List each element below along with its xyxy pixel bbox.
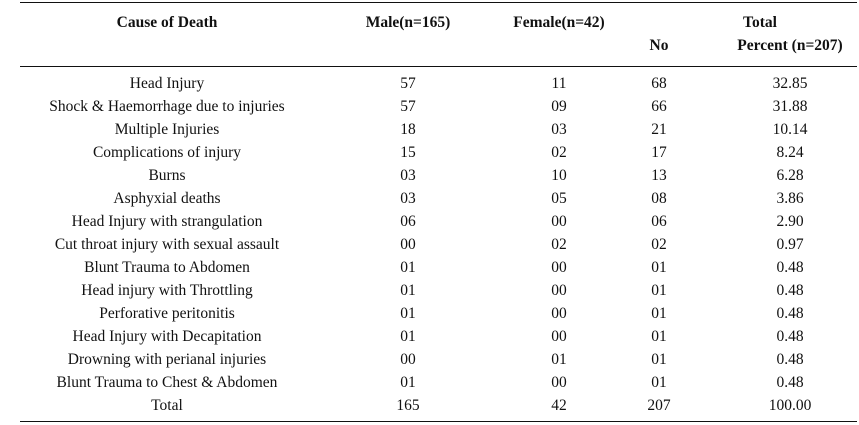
table-header-rule (20, 66, 857, 67)
table-row: Blunt Trauma to Chest & Abdomen 01 00 01 0.4… (20, 374, 857, 397)
cell-cause: Blunt Trauma to Abdomen (84, 259, 250, 276)
cell-percent: 10.14 (772, 121, 808, 138)
cell-cause: Drowning with perianal injuries (67, 351, 267, 368)
table-row: Drowning with perianal injuries 00 01 01 0.4… (20, 351, 857, 374)
cell-total-no: 01 (651, 374, 667, 391)
cell-male: 03 (400, 167, 416, 184)
cell-total-no: 66 (651, 98, 667, 115)
cell-cause: Burns (148, 167, 186, 184)
cell-male: 01 (400, 328, 416, 345)
header-total: Total (743, 14, 777, 31)
cell-female: 11 (551, 75, 567, 92)
header-cause: Cause of Death (116, 14, 218, 31)
cell-male: 01 (400, 259, 416, 276)
cell-total-no: 01 (651, 282, 667, 299)
cell-percent: 8.24 (776, 144, 804, 161)
cell-total-no: 08 (651, 190, 667, 207)
cell-total-no: 01 (651, 259, 667, 276)
cell-percent: 0.97 (776, 236, 804, 253)
cell-female: 00 (551, 259, 567, 276)
cell-cause: Perforative peritonitis (99, 305, 235, 322)
cell-total-no: 21 (651, 121, 667, 138)
cell-female: 42 (551, 397, 567, 414)
cell-percent: 0.48 (776, 282, 804, 299)
cell-male: 03 (400, 190, 416, 207)
cell-percent: 0.48 (776, 374, 804, 391)
table-top-rule (20, 2, 857, 3)
table-row: Perforative peritonitis 01 00 01 0.48 (20, 305, 857, 328)
cell-female: 00 (551, 374, 567, 391)
cell-male: 18 (400, 121, 416, 138)
cell-female: 03 (551, 121, 567, 138)
cell-male: 57 (400, 75, 416, 92)
header-female: Female(n=42) (513, 14, 605, 31)
cell-percent: 0.48 (776, 259, 804, 276)
cell-cause: Shock & Haemorrhage due to injuries (49, 98, 285, 115)
cell-cause: Complications of injury (92, 144, 242, 161)
table-row: Complications of injury 15 02 17 8.24 (20, 144, 857, 167)
table-row: Blunt Trauma to Abdomen 01 00 01 0.48 (20, 259, 857, 282)
header-male: Male(n=165) (365, 14, 451, 31)
table-row: Head injury with Throttling 01 00 01 0.48 (20, 282, 857, 305)
cell-percent: 6.28 (776, 167, 804, 184)
cell-female: 02 (551, 144, 567, 161)
cell-female: 00 (551, 282, 567, 299)
cell-percent: 32.85 (772, 75, 808, 92)
cell-female: 00 (551, 328, 567, 345)
table-row: Shock & Haemorrhage due to injuries 57 09 6… (20, 98, 857, 121)
cell-male: 01 (400, 374, 416, 391)
cell-male: 06 (400, 213, 416, 230)
table-bottom-rule (20, 421, 857, 422)
cell-cause: Total (151, 397, 183, 414)
cell-percent: 31.88 (772, 98, 808, 115)
table-row: Cut throat injury with sexual assault 00 0… (20, 236, 857, 259)
cell-female: 02 (551, 236, 567, 253)
cell-female: 00 (551, 305, 567, 322)
cell-total-no: 207 (647, 397, 671, 414)
cell-cause: Multiple Injuries (114, 121, 220, 138)
cell-cause: Cut throat injury with sexual assault (54, 236, 280, 253)
cell-total-no: 06 (651, 213, 667, 230)
cell-total-no: 13 (651, 167, 667, 184)
cell-male: 165 (396, 397, 420, 414)
cell-female: 09 (551, 98, 567, 115)
cell-female: 00 (551, 213, 567, 230)
table-row: Burns 03 10 13 6.28 (20, 167, 857, 190)
cell-male: 01 (400, 305, 416, 322)
cell-male: 01 (400, 282, 416, 299)
cell-percent: 0.48 (776, 305, 804, 322)
cell-total-no: 01 (651, 305, 667, 322)
header-no: No (649, 37, 669, 54)
header-percent: Percent (n=207) (737, 37, 843, 54)
table-row: Head Injury with Decapitation 01 00 01 0.48 (20, 328, 857, 351)
cell-female: 10 (551, 167, 567, 184)
cell-female: 05 (551, 190, 567, 207)
table-row: Asphyxial deaths 03 05 08 3.86 (20, 190, 857, 213)
cell-female: 01 (551, 351, 567, 368)
cell-male: 15 (400, 144, 416, 161)
cell-total-no: 01 (651, 351, 667, 368)
cell-percent: 2.90 (776, 213, 804, 230)
table-row: Head Injury 57 11 68 32.85 (20, 75, 857, 98)
cell-total-no: 01 (651, 328, 667, 345)
cell-male: 00 (400, 351, 416, 368)
cell-male: 57 (400, 98, 416, 115)
table-row: Head Injury with strangulation 06 00 06 2.90 (20, 213, 857, 236)
cell-cause: Head Injury with strangulation (71, 213, 263, 230)
cell-percent: 100.00 (768, 397, 812, 414)
cell-percent: 3.86 (776, 190, 804, 207)
cell-cause: Head Injury with Decapitation (72, 328, 262, 345)
cell-male: 00 (400, 236, 416, 253)
cell-cause: Head Injury (129, 75, 205, 92)
cell-cause: Blunt Trauma to Chest & Abdomen (56, 374, 278, 391)
cell-percent: 0.48 (776, 351, 804, 368)
cell-total-no: 17 (651, 144, 667, 161)
table-total-row: Total 165 42 207 100.00 (20, 397, 857, 420)
table-row: Multiple Injuries 18 03 21 10.14 (20, 121, 857, 144)
cell-total-no: 68 (651, 75, 667, 92)
cell-percent: 0.48 (776, 328, 804, 345)
cell-cause: Head injury with Throttling (81, 282, 253, 299)
cell-cause: Asphyxial deaths (113, 190, 221, 207)
cell-total-no: 02 (651, 236, 667, 253)
